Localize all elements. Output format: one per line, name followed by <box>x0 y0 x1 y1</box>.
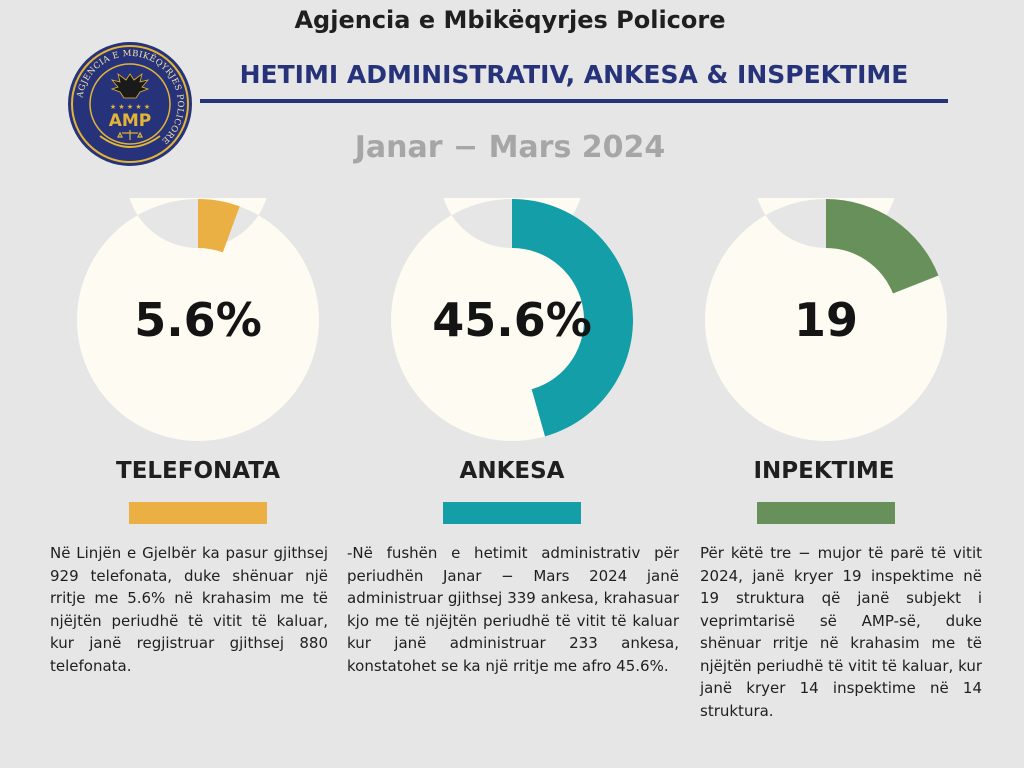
stars-icon: ★ ★ ★ ★ ★ <box>110 103 150 111</box>
description-ankesa: -Në fushën e hetimit administrativ për p… <box>347 544 679 675</box>
color-bar-ankesa <box>443 502 581 524</box>
laurel-icon <box>99 135 161 148</box>
donut-chart-ankesa: 45.6% <box>390 198 634 442</box>
metric-label-ankesa: ANKESA <box>459 458 565 484</box>
metric-label-telefonata: TELEFONATA <box>116 458 280 484</box>
color-bar-inpektime <box>757 502 895 524</box>
donut-chart-telefonata: 5.6% <box>76 198 320 442</box>
title-underline <box>200 99 948 103</box>
description-telefonata: Në Linjën e Gjelbër ka pasur gjithsej 92… <box>50 544 328 675</box>
metric-label-inpektime: INPEKTIME <box>753 458 895 484</box>
donut-slice-telefonata <box>198 199 240 253</box>
description-inpektime: Për këtë tre − mujor të parë të vitit 20… <box>700 544 982 720</box>
scales-icon <box>117 130 143 140</box>
organization-name: Agjencia e Mbikëqyrjes Policore <box>294 6 726 34</box>
color-bar-telefonata <box>129 502 267 524</box>
donut-slice-inpektime <box>826 199 939 294</box>
amp-logo: AGJENCIA E MBIKËQYRJES POLICORE ★ ★ ★ ★ … <box>68 42 192 166</box>
donut-slice-ankesa <box>512 199 633 437</box>
eagle-icon <box>110 73 150 99</box>
donut-chart-inpektime: 19 <box>704 198 948 442</box>
logo-text: AMP <box>109 111 152 131</box>
main-title: HETIMI ADMINISTRATIV, ANKESA & INSPEKTIM… <box>239 60 909 89</box>
period-subtitle: Janar − Mars 2024 <box>354 130 666 165</box>
donut-value: 5.6% <box>134 293 262 347</box>
donut-value: 45.6% <box>432 293 592 347</box>
donut-track <box>77 198 319 441</box>
donut-value: 19 <box>793 293 858 347</box>
